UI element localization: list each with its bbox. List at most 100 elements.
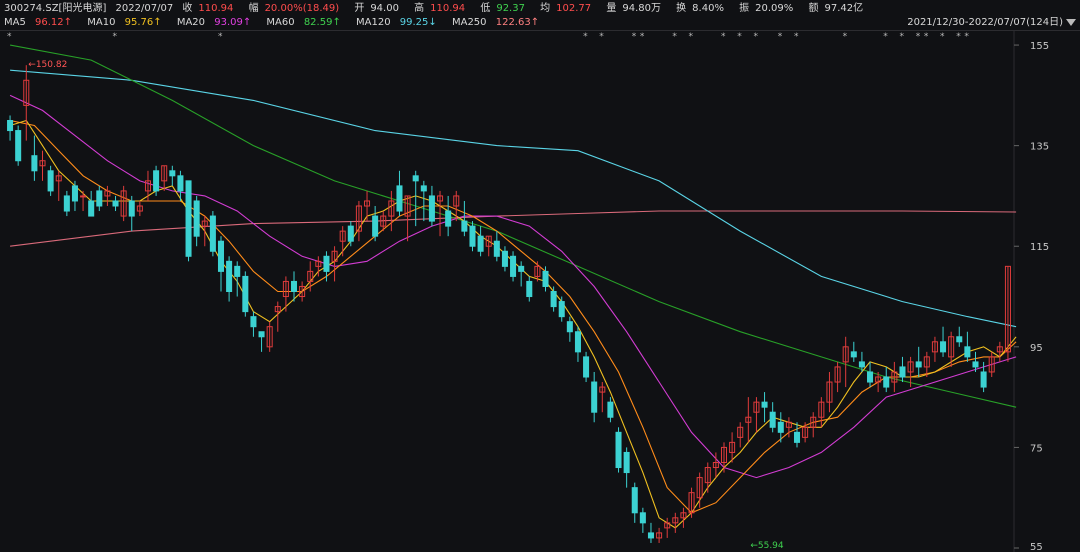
ma5-line [9, 119, 1017, 529]
candle-body [688, 492, 695, 514]
stock-symbol[interactable]: 300274.SZ[阳光电源] [4, 3, 107, 14]
candle-body [63, 195, 70, 212]
candle-body [672, 517, 679, 524]
candle-body [177, 175, 184, 192]
candle-body [161, 165, 168, 182]
event-mark-icon: * [964, 32, 969, 42]
candle-body [566, 321, 573, 333]
candle-body [396, 185, 403, 212]
candle-body [282, 280, 289, 298]
open-value: 94.00 [370, 3, 399, 14]
date-range[interactable]: 2021/12/30-2022/07/07(124日) [907, 16, 1076, 30]
dropdown-arrow-icon[interactable] [1066, 18, 1076, 26]
candle-body [136, 205, 143, 212]
candle-body [704, 467, 711, 484]
candle-body [761, 401, 768, 408]
amount-value: 97.42亿 [824, 3, 864, 14]
candle-body [71, 185, 78, 202]
candle-body [388, 200, 395, 217]
candle-body [720, 446, 728, 464]
candle-body [428, 195, 435, 222]
y-tick-label: 115 [1030, 242, 1049, 253]
event-mark-icon: * [794, 32, 799, 42]
quote-row: 300274.SZ[阳光电源] 2022/07/07 收 110.94 幅 20.0… [4, 2, 875, 16]
candle-body [299, 285, 306, 298]
high-value: 110.94 [430, 3, 466, 14]
candle-body [477, 235, 484, 252]
ma120-value: 99.25↓ [399, 17, 437, 28]
y-tick-label: 135 [1030, 142, 1049, 153]
candle-body [120, 190, 127, 217]
candle-body [574, 331, 581, 353]
candle-body [729, 441, 736, 453]
ma120-legend: MA120 99.25↓ [356, 17, 443, 28]
candle-body [144, 180, 151, 192]
candle-body [583, 356, 590, 378]
high-label: 高 [414, 3, 425, 14]
candle-body [258, 331, 265, 338]
candle-body [542, 270, 549, 287]
candle-body [631, 487, 638, 514]
candle-body [266, 326, 273, 348]
candle-body [453, 195, 460, 207]
candle-body [104, 190, 111, 197]
candle-body [380, 215, 387, 227]
volume-label: 量 [606, 3, 617, 14]
candle-body [7, 120, 14, 132]
candle-body [712, 462, 719, 469]
event-mark-icon: * [778, 32, 783, 42]
ma20-value: 93.09↑ [214, 17, 252, 28]
candle-body [696, 477, 703, 499]
candle-body [923, 356, 930, 368]
candle-body [988, 356, 995, 373]
event-mark-icon: * [916, 32, 921, 42]
candle-body [745, 416, 752, 423]
candle-body [339, 230, 346, 242]
candle-body [777, 421, 784, 433]
candle-body [347, 225, 354, 242]
amount-field: 额 97.42亿 [808, 3, 869, 14]
turnover-field: 换 8.40% [676, 3, 730, 14]
open-field: 开 94.00 [354, 3, 405, 14]
volume-value: 94.80万 [622, 3, 661, 14]
amplitude-label: 振 [739, 3, 750, 14]
candle-body [964, 346, 971, 358]
volume-field: 量 94.80万 [606, 3, 667, 14]
candle-body [234, 265, 241, 277]
candle-body [274, 306, 281, 313]
ma250-label: MA250 [451, 17, 487, 28]
candle-body [891, 371, 898, 383]
candle-body [420, 185, 427, 192]
candle-body [899, 366, 906, 378]
candle-body [169, 170, 176, 177]
ma60-label: MA60 [266, 17, 295, 28]
close-value: 110.94 [198, 3, 234, 14]
candle-body [842, 346, 849, 363]
candle-body [956, 336, 963, 343]
candle-body [850, 351, 857, 358]
y-tick-label: 95 [1030, 343, 1043, 354]
candle-body [364, 200, 371, 207]
candle-body [883, 376, 890, 388]
close-field: 收 110.94 [182, 3, 239, 14]
candle-body [518, 265, 525, 272]
event-mark-icon: * [689, 32, 694, 42]
candle-body [88, 200, 95, 217]
ma5-label: MA5 [4, 17, 26, 28]
candle-body [209, 215, 216, 252]
candle-body [858, 361, 865, 368]
candle-body [550, 291, 557, 308]
change-value: 20.00%(18.49) [264, 3, 340, 14]
amount-label: 额 [808, 3, 819, 14]
ma10-line [9, 119, 1017, 514]
candle-body [753, 401, 760, 413]
amplitude-value: 20.09% [755, 3, 794, 14]
candle-body [639, 512, 646, 524]
date-range-text: 2021/12/30-2022/07/07(124日) [907, 17, 1063, 28]
candle-body [15, 130, 22, 162]
ma10-value: 95.76↑ [124, 17, 162, 28]
price-annotation: ←55.94 [750, 541, 784, 551]
candle-body [769, 411, 776, 428]
candle-body [915, 361, 922, 368]
